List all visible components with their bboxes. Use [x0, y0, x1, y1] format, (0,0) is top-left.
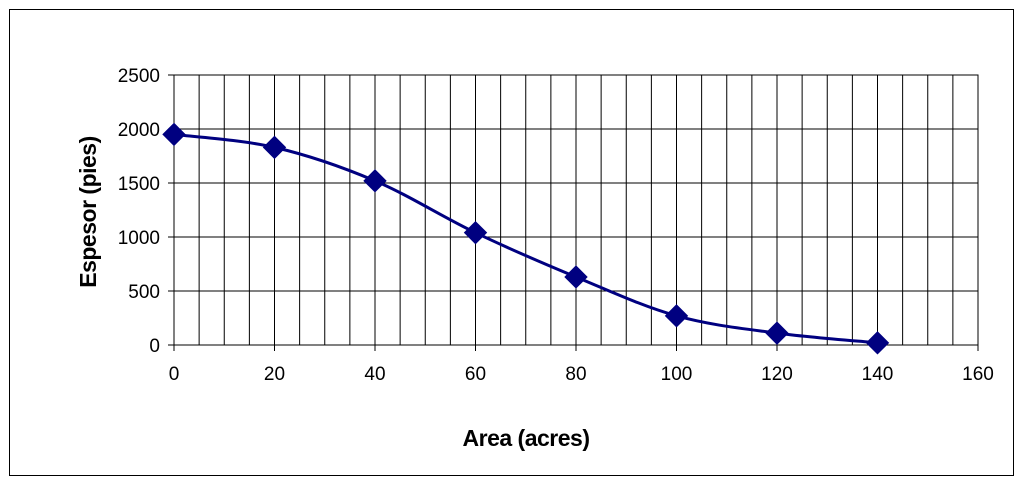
x-tick-label: 0 [169, 364, 180, 385]
data-point [363, 169, 387, 193]
y-tick-label: 2500 [118, 66, 160, 87]
data-point [463, 220, 488, 245]
data-point [664, 304, 689, 328]
series-line [173, 132, 878, 345]
data-point [162, 122, 186, 147]
x-tick-label: 160 [962, 364, 994, 385]
data-point [865, 331, 890, 355]
grid [168, 74, 979, 351]
chart-frame [9, 9, 1014, 476]
y-tick-label: 1000 [118, 228, 160, 249]
x-tick-label: 40 [364, 364, 385, 385]
y-tick-label: 0 [149, 336, 160, 357]
y-tick-label: 2000 [118, 120, 160, 141]
plot-area [173, 74, 979, 346]
data-point [765, 321, 789, 345]
x-tick-label: 80 [565, 364, 586, 385]
data-point [262, 135, 287, 160]
x-tick-label: 140 [862, 364, 894, 385]
x-tick-label: 120 [761, 364, 793, 385]
x-axis-title: Area (acres) [463, 425, 590, 451]
y-tick-label: 1500 [118, 174, 160, 195]
x-tick-label: 100 [661, 364, 693, 385]
x-tick-label: 60 [465, 364, 486, 385]
series-layer [162, 122, 890, 355]
x-tick-label: 20 [264, 364, 285, 385]
y-axis-title: Espesor (pies) [75, 136, 101, 288]
y-tick-label: 500 [128, 282, 160, 303]
data-point [564, 265, 588, 289]
tick-labels: 0 20 40 60 80 100 120 140 160 0 500 1000 1500 2000 250… [118, 66, 994, 385]
